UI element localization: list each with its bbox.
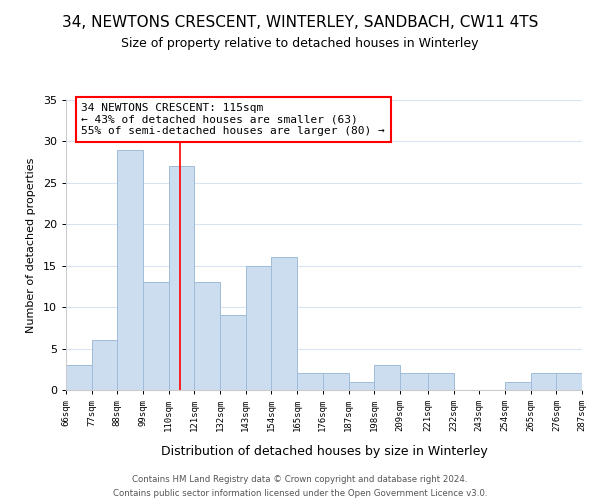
Text: Size of property relative to detached houses in Winterley: Size of property relative to detached ho… (121, 38, 479, 51)
Text: 34, NEWTONS CRESCENT, WINTERLEY, SANDBACH, CW11 4TS: 34, NEWTONS CRESCENT, WINTERLEY, SANDBAC… (62, 15, 538, 30)
Bar (220, 316, 246, 390)
Bar (505, 382, 530, 390)
Bar (194, 282, 220, 390)
Bar (246, 266, 271, 390)
Bar (428, 374, 454, 390)
Bar (374, 365, 400, 390)
Bar (92, 340, 118, 390)
Bar (118, 150, 143, 390)
Bar (271, 258, 297, 390)
Bar (297, 374, 323, 390)
Bar (400, 374, 428, 390)
Bar (556, 374, 582, 390)
Bar (66, 365, 92, 390)
Text: Contains HM Land Registry data © Crown copyright and database right 2024.
Contai: Contains HM Land Registry data © Crown c… (113, 476, 487, 498)
Bar (530, 374, 556, 390)
Bar (349, 382, 374, 390)
Text: 34 NEWTONS CRESCENT: 115sqm
← 43% of detached houses are smaller (63)
55% of sem: 34 NEWTONS CRESCENT: 115sqm ← 43% of det… (82, 103, 385, 136)
X-axis label: Distribution of detached houses by size in Winterley: Distribution of detached houses by size … (161, 445, 487, 458)
Bar (143, 282, 169, 390)
Bar (323, 374, 349, 390)
Y-axis label: Number of detached properties: Number of detached properties (26, 158, 36, 332)
Bar (169, 166, 194, 390)
